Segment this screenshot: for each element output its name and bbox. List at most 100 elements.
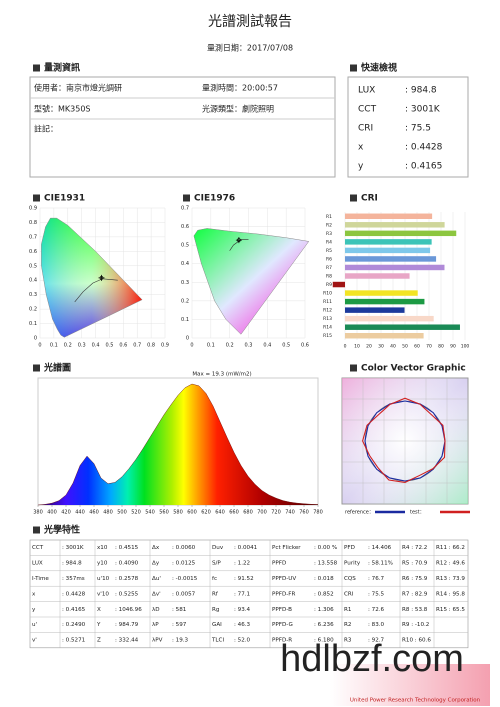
table-cell: Z <box>97 638 101 644</box>
table-frame <box>29 539 469 649</box>
table-cell: PPFD-B <box>272 607 292 613</box>
x-tick-label: 0.1 <box>50 343 58 349</box>
table-cell: : 1.306 <box>314 607 334 613</box>
table-cell: : 984.79 <box>115 622 139 628</box>
x-tick-label: 560 <box>159 510 169 516</box>
spectrum-line <box>37 383 319 506</box>
x-tick-label: 10 <box>354 344 360 350</box>
table-cell: : 332.44 <box>115 638 139 644</box>
table-cell: LUX <box>32 561 43 567</box>
y-tick-label: 0.6 <box>181 224 189 230</box>
table-cell: : 19.3 <box>172 638 189 644</box>
category-label: R10 <box>323 291 332 297</box>
x-tick-label: 680 <box>243 510 253 516</box>
quick-value: : 0.4428 <box>405 143 443 153</box>
table-cell: I-Time <box>32 576 49 582</box>
bar <box>345 256 437 262</box>
table-cell: x <box>32 591 36 597</box>
legend-label: reference： <box>345 510 374 516</box>
table-cell: u'10 <box>97 576 110 582</box>
table-cell: Δx <box>152 545 160 551</box>
chromaticity-point <box>235 237 242 244</box>
y-tick-label: 0 <box>34 336 37 342</box>
section-marker <box>33 364 40 372</box>
report-date: 量測日期：2017/07/08 <box>207 43 293 53</box>
bar <box>345 230 457 237</box>
table-cell: : 0.0060 <box>172 545 196 551</box>
quick-value: : 3001K <box>405 105 441 115</box>
quick-label: y <box>358 162 364 172</box>
x-tick-label: 100 <box>461 344 470 350</box>
table-cell: R12 : 49.6 <box>436 561 465 567</box>
table-cell: R10 : 60.6 <box>402 638 431 644</box>
category-label: R5 <box>326 248 332 254</box>
x-tick-label: 380 <box>33 510 43 516</box>
table-cell: : 0.0125 <box>172 561 196 567</box>
x-tick-label: 0.4 <box>92 343 100 349</box>
x-tick-label: 0.1 <box>207 343 215 349</box>
table-cell: R8 : 53.8 <box>402 607 428 613</box>
table-cell: : 77.1 <box>234 591 251 597</box>
x-tick-label: 0.5 <box>105 343 113 349</box>
table-cell: : 92.7 <box>368 638 385 644</box>
x-tick-label: 400 <box>47 510 57 516</box>
watermark-company: United Power Research Technology Corpora… <box>350 698 481 704</box>
point-dot <box>237 238 241 242</box>
category-label: R2 <box>326 222 332 228</box>
table-cell: y <box>32 607 36 613</box>
table-cell: CCT <box>32 545 44 551</box>
bar <box>345 273 410 279</box>
table-cell: : 3001K <box>62 545 84 551</box>
y-tick-label: 0.3 <box>181 280 189 286</box>
table-cell: R3 <box>344 638 352 644</box>
category-label: R1 <box>326 214 332 220</box>
info-time: 量測時間：20:00:57 <box>202 83 278 93</box>
x-tick-label: 460 <box>89 510 99 516</box>
x-tick-label: 480 <box>103 510 113 516</box>
category-label: R15 <box>323 333 332 339</box>
y-tick-label: 0.9 <box>29 206 37 212</box>
point-dot <box>99 276 104 280</box>
table-cell: R6 : 75.9 <box>402 576 428 582</box>
table-cell: R11 : 66.2 <box>436 545 465 551</box>
table-cell: : 0.4515 <box>115 545 139 551</box>
table-cell: : 357ms <box>62 576 85 582</box>
quick-value: : 75.5 <box>405 124 431 134</box>
x-tick-label: 90 <box>450 344 456 350</box>
x-tick-label: 0.6 <box>301 343 309 349</box>
gamut-outline <box>193 228 310 335</box>
legend-label: test： <box>410 510 425 516</box>
table-cell: Rg <box>212 607 220 613</box>
table-cell: CQS <box>344 576 356 582</box>
table-cell: R13 : 73.9 <box>436 576 465 582</box>
section-marker <box>33 194 40 202</box>
planckian-locus <box>229 239 249 251</box>
x-tick-label: 640 <box>215 510 225 516</box>
x-tick-label: 0.3 <box>245 343 253 349</box>
x-tick-label: 30 <box>378 344 384 350</box>
table-cell: u' <box>32 622 37 628</box>
x-tick-label: 780 <box>313 510 323 516</box>
table-cell: GAI <box>212 622 222 628</box>
table-cell: R5 : 70.9 <box>402 561 428 567</box>
table-cell: PFD <box>344 545 355 551</box>
table-cell: : 984.8 <box>62 561 82 567</box>
section-marker <box>350 194 357 202</box>
cvg-polygon <box>364 400 446 482</box>
category-label: R14 <box>323 325 332 331</box>
quick-label: CRI <box>358 124 373 134</box>
x-tick-label: 520 <box>131 510 141 516</box>
x-tick-label: 0.2 <box>64 343 72 349</box>
info-note: 註記： <box>34 124 58 134</box>
section-heading: Color Vector Graphic <box>361 364 466 374</box>
table-cell: : 52.0 <box>234 638 251 644</box>
bar <box>345 247 431 254</box>
y-tick-label: 0.5 <box>181 243 189 249</box>
table-cell: : 0.0041 <box>234 545 258 551</box>
planckian-locus <box>74 278 118 303</box>
table-cell: S/P <box>212 561 221 567</box>
info-box <box>29 76 336 178</box>
y-tick-label: 0.2 <box>29 307 37 313</box>
section-heading: 快速檢視 <box>361 62 397 74</box>
table-cell: : 581 <box>172 607 187 613</box>
